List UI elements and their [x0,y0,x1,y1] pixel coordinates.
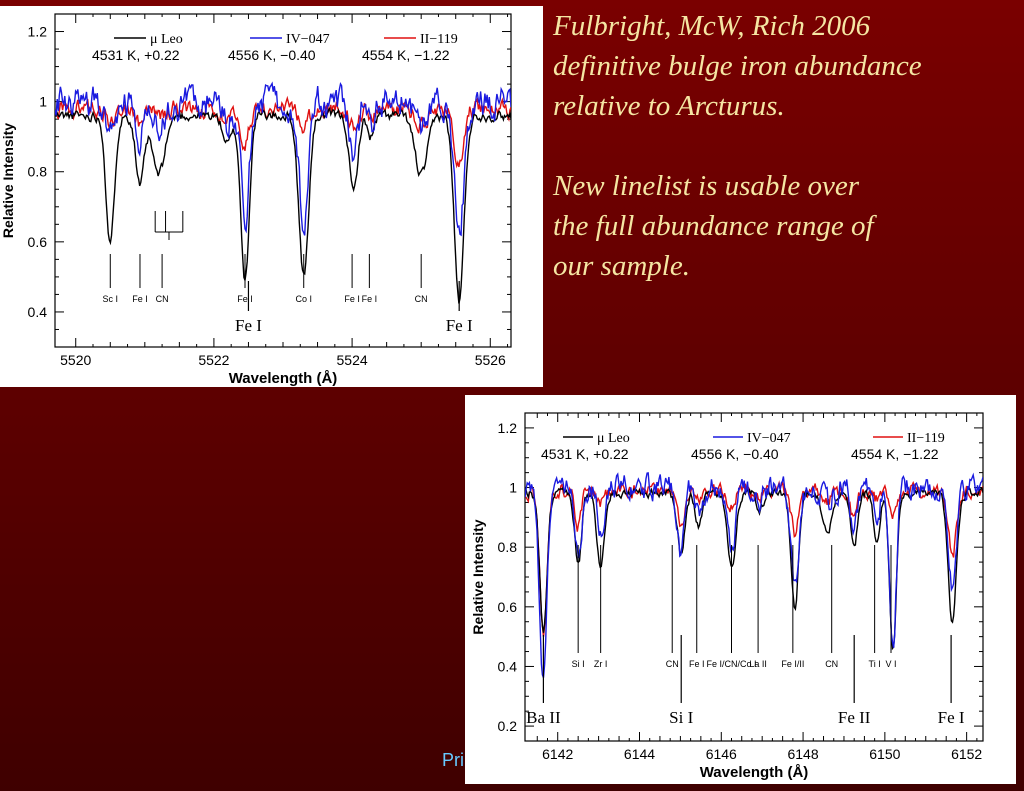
line-marker-label: Fe I [362,294,378,304]
line-marker-label: CN [666,659,679,669]
legend-series-name: II−119 [420,32,458,47]
y-axis-label: Relative Intensity [470,519,486,634]
y-tick-label: 1.2 [498,420,518,436]
x-tick-label: 5526 [475,352,506,368]
line-marker-label: CN [825,659,838,669]
legend-series-params: 4554 K, −1.22 [851,446,939,462]
plot-frame [524,412,984,742]
spectrum-chart-6142: 6142 6144 6146 6148 6150 6152 0.2 0.4 0.6 0.8 1 1.2… [470,412,984,781]
feature-label: Fe I [235,316,262,335]
legend-series-params: 4531 K, +0.22 [541,446,629,462]
y-axis-ticks: 0.2 0.4 0.6 0.8 1 1.2 [498,412,983,742]
x-tick-label: 6150 [869,746,900,762]
x-tick-label: 6142 [542,746,573,762]
footer-text: Pri [442,750,464,770]
y-tick-label: 1.2 [28,24,48,40]
line-marker-label: Zr I [594,659,608,669]
caption-line: Fulbright, McW, Rich 2006 [553,10,871,42]
line-markers: Si I Zr I CN Fe I Fe I/CN/Co ILa II Fe I/II CN… [526,545,965,727]
y-tick-label: 0.2 [498,718,518,734]
line-marker-label: Fe I [132,294,148,304]
x-tick-label: 5522 [198,352,229,368]
legend-series-name: IV−047 [286,32,330,47]
legend-series-params: 4531 K, +0.22 [92,47,180,63]
cn-bracket [154,211,184,240]
x-axis-ticks: 5520 5522 5524 5526 [60,14,509,368]
line-marker-label: Co I [295,294,312,304]
caption-line: relative to Arcturus. [553,90,785,122]
line-marker-label: CN [156,294,169,304]
caption-line: the full abundance range of [553,210,874,242]
spectrum-mu-leo-line [525,485,983,651]
spectrum-panel-5520: 5520 5522 5524 5526 0.4 0.6 0.8 1 1.2 Wavelength … [0,6,543,387]
x-tick-label: 5520 [60,352,91,368]
caption-text: Fulbright, McW, Rich 2006 definitive bul… [553,6,1018,286]
line-marker-label: Fe I [344,294,360,304]
legend-series-params: 4556 K, −0.40 [228,47,316,63]
line-marker-label: Ti I [869,659,881,669]
feature-label: Fe I [938,708,965,727]
line-marker-label: Fe I/CN/Co I [707,659,757,669]
plot-frame [54,13,512,348]
caption-line: definitive bulge iron abundance [553,50,922,82]
x-tick-label: 6146 [706,746,737,762]
spectrum-ii-119-line [55,95,511,169]
caption-line: our sample. [553,250,690,282]
y-tick-label: 0.4 [498,658,518,674]
spectrum-mu-leo-line [55,106,511,304]
spectrum-iv-047-line [55,81,511,237]
spectrum-iv-047-line [525,472,983,678]
spectrum-panel-6142: 6142 6144 6146 6148 6150 6152 0.2 0.4 0.6 0.8 1 1.2… [465,395,1016,784]
line-marker-label: V I [885,659,896,669]
x-tick-label: 6152 [951,746,982,762]
y-tick-label: 0.8 [28,164,48,180]
legend-series-name: μ Leo [597,431,630,446]
y-tick-label: 0.6 [498,599,518,615]
y-axis-label: Relative Intensity [0,123,16,238]
legend-series-params: 4554 K, −1.22 [362,47,450,63]
x-tick-label: 6148 [787,746,818,762]
y-tick-label: 1 [39,94,47,110]
legend-series-name: IV−047 [747,431,791,446]
y-axis-ticks: 0.4 0.6 0.8 1 1.2 [28,13,511,348]
line-marker-label: Si I [572,659,585,669]
x-axis-ticks: 6142 6144 6146 6148 6150 6152 [536,413,982,762]
x-axis-label: Wavelength (Å) [700,764,809,781]
spectrum-chart-5520: 5520 5522 5524 5526 0.4 0.6 0.8 1 1.2 Wavelength … [0,13,512,387]
y-tick-label: 0.8 [498,539,518,555]
legend-series-params: 4556 K, −0.40 [691,446,779,462]
feature-label: Si I [669,708,693,727]
line-marker-label: Sc I [103,294,119,304]
legend-series-name: μ Leo [150,32,183,47]
feature-label: Fe II [838,708,871,727]
y-tick-label: 1 [509,480,517,496]
line-marker-label: Fe I/II [781,659,804,669]
line-marker-label: Fe I [689,659,705,669]
x-tick-label: 5524 [337,352,368,368]
x-tick-label: 6144 [624,746,655,762]
legend-series-name: II−119 [907,431,945,446]
feature-label: Fe I [446,316,473,335]
y-tick-label: 0.4 [28,304,48,320]
line-marker-label: Fe I [237,294,253,304]
line-marker-label: La II [749,659,767,669]
line-marker-label: CN [415,294,428,304]
x-axis-label: Wavelength (Å) [229,370,338,387]
caption-line: New linelist is usable over [553,170,860,202]
feature-label: Ba II [526,708,561,727]
y-tick-label: 0.6 [28,234,48,250]
